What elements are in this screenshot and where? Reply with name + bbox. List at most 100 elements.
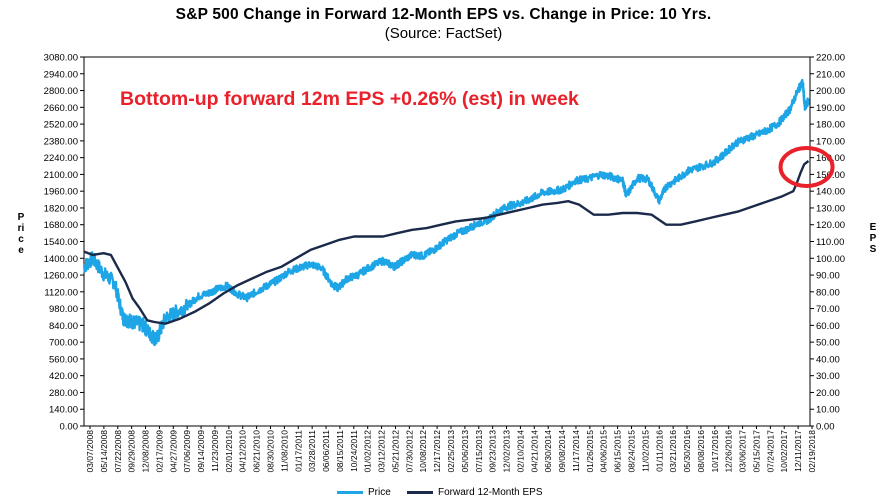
x-tick-label: 04/21/2014 bbox=[529, 430, 539, 473]
x-tick-label: 11/17/2014 bbox=[571, 430, 581, 472]
x-tick-label: 05/21/2012 bbox=[390, 430, 400, 473]
x-tick-label: 03/28/2011 bbox=[307, 430, 317, 472]
y-tick-label-left: 420.00 bbox=[49, 371, 78, 382]
y-tick-label-left: 280.00 bbox=[49, 388, 78, 399]
x-tick-label: 08/15/2011 bbox=[335, 430, 345, 472]
x-tick-label: 05/14/2008 bbox=[99, 430, 109, 473]
series-line-eps bbox=[83, 160, 810, 325]
y-tick-label-left: 1400.00 bbox=[44, 254, 78, 265]
x-tick-label: 02/17/2009 bbox=[154, 430, 164, 473]
y-tick-label-right: 220.00 bbox=[816, 53, 845, 64]
legend-label-eps: Forward 12-Month EPS bbox=[438, 487, 543, 498]
y-tick-label-right: 20.00 bbox=[816, 388, 840, 399]
series-line-price bbox=[82, 78, 810, 347]
x-tick-label: 09/14/2009 bbox=[196, 430, 206, 473]
x-tick-label: 07/22/2008 bbox=[113, 430, 123, 473]
x-tick-label: 06/30/2014 bbox=[543, 430, 553, 473]
x-tick-label: 12/26/2016 bbox=[724, 430, 734, 473]
x-tick-label: 02/19/2018 bbox=[807, 430, 817, 473]
y-tick-label-left: 560.00 bbox=[49, 354, 78, 365]
y-tick-label-left: 1120.00 bbox=[44, 287, 78, 298]
legend-item-eps: Forward 12-Month EPS bbox=[407, 487, 543, 498]
y-tick-label-right: 30.00 bbox=[816, 371, 840, 382]
x-tick-label: 06/21/2010 bbox=[252, 430, 262, 473]
highlight-circle bbox=[778, 145, 835, 188]
x-tick-label: 10/02/2017 bbox=[779, 430, 789, 473]
x-tick-label: 01/17/2011 bbox=[293, 430, 303, 472]
x-tick-label: 03/12/2012 bbox=[377, 430, 387, 473]
y-tick-label-right: 200.00 bbox=[816, 86, 845, 97]
x-tick-label: 12/02/2013 bbox=[502, 430, 512, 473]
x-tick-label: 07/30/2012 bbox=[404, 430, 414, 473]
y-tick-label-right: 170.00 bbox=[816, 136, 845, 147]
x-tick-label: 11/23/2009 bbox=[210, 430, 220, 472]
y-tick-label-right: 0.00 bbox=[816, 422, 835, 433]
x-tick-label: 06/06/2011 bbox=[321, 430, 331, 472]
x-tick-label: 11/08/2010 bbox=[279, 430, 289, 472]
x-tick-label: 06/15/2015 bbox=[613, 430, 623, 473]
chart-subtitle: (Source: FactSet) bbox=[384, 25, 503, 42]
y-tick-label-right: 90.00 bbox=[816, 271, 840, 282]
y-tick-label-left: 2660.00 bbox=[44, 103, 78, 114]
x-tick-label: 05/15/2017 bbox=[751, 430, 761, 473]
x-tick-label: 12/17/2012 bbox=[432, 430, 442, 473]
y-tick-label-right: 50.00 bbox=[816, 338, 840, 349]
x-tick-label: 12/08/2008 bbox=[141, 430, 151, 473]
y-tick-label-left: 1540.00 bbox=[44, 237, 78, 248]
x-tick-label: 04/12/2010 bbox=[238, 430, 248, 473]
y-tick-label-left: 2240.00 bbox=[44, 153, 78, 164]
y-tick-label-right: 80.00 bbox=[816, 287, 840, 298]
y-tick-label-right: 100.00 bbox=[816, 254, 845, 265]
y-tick-label-left: 2100.00 bbox=[44, 170, 78, 181]
x-tick-label: 09/29/2008 bbox=[127, 430, 137, 473]
x-tick-label: 07/06/2009 bbox=[182, 430, 192, 473]
y-tick-label-right: 130.00 bbox=[816, 203, 845, 214]
y-tick-label-right: 70.00 bbox=[816, 304, 840, 315]
y-tick-label-right: 210.00 bbox=[816, 69, 845, 80]
x-tick-label: 10/24/2011 bbox=[349, 430, 359, 472]
x-tick-label: 09/08/2014 bbox=[557, 430, 567, 473]
x-tick-label: 04/06/2015 bbox=[599, 430, 609, 473]
y-tick-label-right: 120.00 bbox=[816, 220, 845, 231]
x-tick-label: 05/30/2016 bbox=[682, 430, 692, 473]
y-tick-label-left: 2800.00 bbox=[44, 86, 78, 97]
x-tick-label: 02/10/2014 bbox=[515, 430, 525, 473]
y-tick-label-left: 1820.00 bbox=[44, 203, 78, 214]
y-tick-label-right: 10.00 bbox=[816, 405, 840, 416]
y-tick-label-left: 700.00 bbox=[49, 338, 78, 349]
y-axis-left-label: Price bbox=[17, 212, 25, 256]
y-tick-label-left: 0.00 bbox=[60, 422, 79, 433]
y-tick-label-left: 2940.00 bbox=[44, 69, 78, 80]
y-tick-label-right: 110.00 bbox=[816, 237, 844, 248]
y-tick-label-left: 1680.00 bbox=[44, 220, 78, 231]
y-tick-label-left: 2520.00 bbox=[44, 120, 78, 131]
y-tick-label-left: 3080.00 bbox=[44, 53, 78, 64]
x-tick-label: 01/26/2015 bbox=[585, 430, 595, 473]
y-tick-label-left: 2380.00 bbox=[44, 136, 78, 147]
y-tick-label-right: 60.00 bbox=[816, 321, 840, 332]
chart-title: S&P 500 Change in Forward 12-Month EPS v… bbox=[175, 6, 712, 23]
x-tick-label: 12/11/2017 bbox=[793, 430, 803, 472]
x-tick-label: 03/21/2016 bbox=[668, 430, 678, 473]
y-tick-label-right: 180.00 bbox=[816, 120, 845, 131]
x-tick-label: 10/17/2016 bbox=[710, 430, 720, 473]
x-tick-label: 02/25/2013 bbox=[446, 430, 456, 473]
x-tick-label: 01/02/2012 bbox=[363, 430, 373, 473]
x-tick-label: 08/30/2010 bbox=[266, 430, 276, 473]
x-tick-label: 10/08/2012 bbox=[418, 430, 428, 473]
y-tick-label-left: 840.00 bbox=[49, 321, 78, 332]
y-axis-right-label: EPS bbox=[869, 222, 877, 255]
legend-swatch-price bbox=[337, 491, 363, 494]
y-tick-label-right: 140.00 bbox=[816, 187, 845, 198]
x-tick-label: 11/02/2015 bbox=[640, 430, 650, 472]
y-tick-label-left: 980.00 bbox=[49, 304, 78, 315]
y-tick-label-left: 140.00 bbox=[49, 405, 78, 416]
x-tick-label: 07/15/2013 bbox=[474, 430, 484, 473]
legend-label-price: Price bbox=[368, 487, 391, 498]
x-tick-label: 01/11/2016 bbox=[654, 430, 664, 472]
y-tick-label-right: 190.00 bbox=[816, 103, 845, 114]
annotation-text: Bottom-up forward 12m EPS +0.26% (est) i… bbox=[120, 88, 579, 110]
x-tick-label: 08/24/2015 bbox=[627, 430, 637, 473]
x-tick-label: 05/06/2013 bbox=[460, 430, 470, 473]
